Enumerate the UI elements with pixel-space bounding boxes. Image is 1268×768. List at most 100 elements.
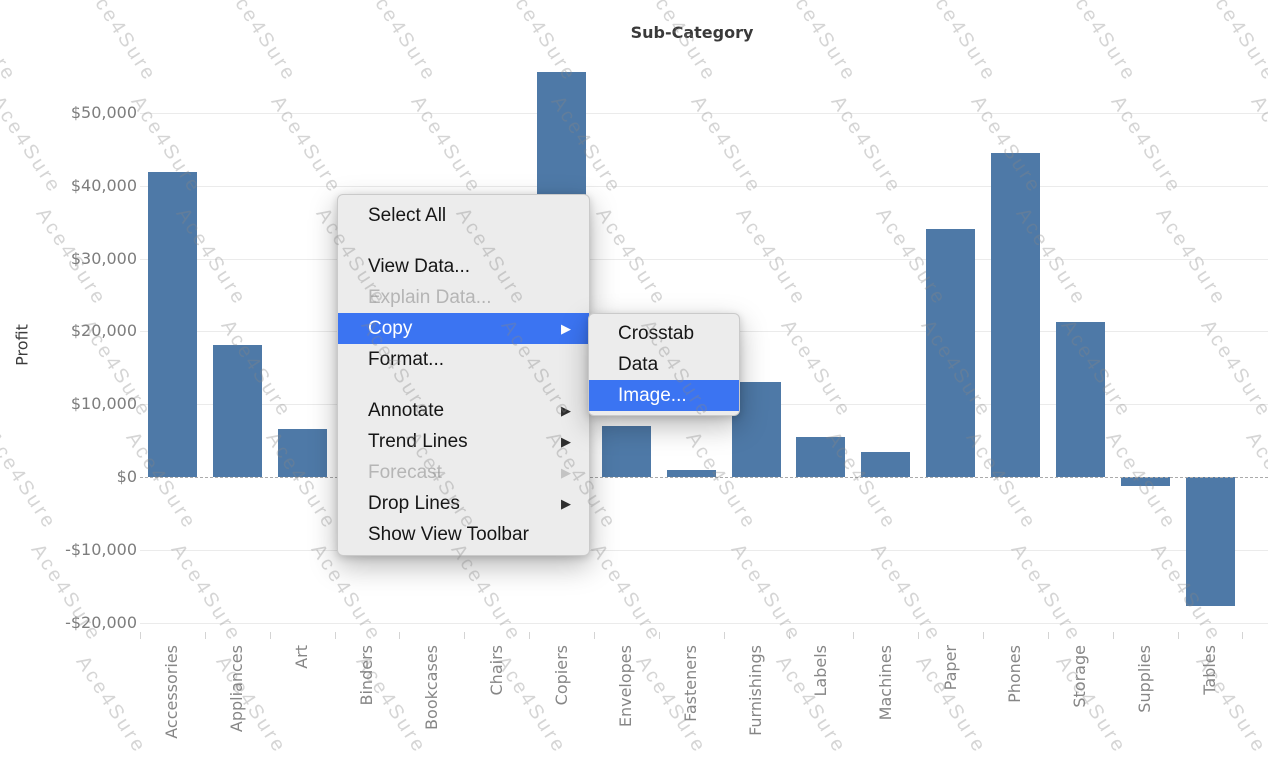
watermark-text: Ace4Sure xyxy=(731,204,811,310)
watermark-text: Ace4Sure xyxy=(536,764,616,768)
submenu-item-crosstab[interactable]: Crosstab xyxy=(589,318,739,349)
watermark-text: Ace4Sure xyxy=(1246,92,1268,198)
y-tick-label: -$10,000 xyxy=(65,539,137,559)
menu-item-label: Show View Toolbar xyxy=(368,523,529,545)
bar-labels[interactable] xyxy=(796,436,846,477)
x-label-appliances: Appliances xyxy=(227,645,247,733)
zero-gridline xyxy=(140,477,1268,478)
y-tick-label: $20,000 xyxy=(70,321,137,341)
submenu-arrow-icon: ▶ xyxy=(561,402,571,418)
menu-item-annotate[interactable]: Annotate ▶ xyxy=(338,395,589,426)
bar-art[interactable] xyxy=(277,429,327,477)
x-tick xyxy=(464,632,466,639)
x-tick xyxy=(1047,632,1049,639)
menu-item-label: Copy xyxy=(368,317,413,339)
menu-item-select-all[interactable]: Select All xyxy=(338,200,589,231)
y-tick-label: $10,000 xyxy=(70,394,137,414)
watermark-text: Ace4Sure xyxy=(641,0,721,86)
watermark-text: Ace4Sure xyxy=(211,652,291,758)
watermark-text: Ace4Sure xyxy=(921,0,1001,86)
x-tick xyxy=(204,632,206,639)
watermark-text: Ace4Sure xyxy=(1006,540,1086,646)
menu-item-drop-lines[interactable]: Drop Lines ▶ xyxy=(338,488,589,519)
x-tick xyxy=(593,632,595,639)
watermark-text: Ace4Sure xyxy=(1096,764,1176,768)
x-tick xyxy=(1242,632,1244,639)
x-label-phones: Phones xyxy=(1005,645,1025,703)
x-label-copiers: Copiers xyxy=(551,645,571,706)
y-tick-label: $0 xyxy=(116,467,137,486)
watermark-text: Ace4Sure xyxy=(1106,92,1186,198)
x-label-supplies: Supplies xyxy=(1135,645,1155,713)
bar-envelopes[interactable] xyxy=(601,426,651,477)
menu-item-copy[interactable]: Copy ▶ xyxy=(338,313,589,344)
menu-item-show-view-toolbar[interactable]: Show View Toolbar xyxy=(338,519,589,550)
submenu-item-data[interactable]: Data xyxy=(589,349,739,380)
x-label-binders: Binders xyxy=(356,645,376,706)
x-label-storage: Storage xyxy=(1070,645,1090,708)
x-label-labels: Labels xyxy=(810,645,830,697)
x-label-furnishings: Furnishings xyxy=(746,645,766,736)
watermark-text: Ace4Sure xyxy=(116,764,196,768)
bar-storage[interactable] xyxy=(1055,322,1105,477)
bar-supplies[interactable] xyxy=(1120,477,1170,486)
watermark-text: Ace4Sure xyxy=(866,540,946,646)
watermark-text: Ace4Sure xyxy=(266,92,346,198)
bar-fasteners[interactable] xyxy=(666,470,716,477)
submenu-arrow-icon: ▶ xyxy=(561,495,571,511)
menu-item-view-data[interactable]: View Data... xyxy=(338,251,589,282)
submenu-arrow-icon: ▶ xyxy=(561,320,571,336)
menu-item-forecast: Forecast ▶ xyxy=(338,457,589,488)
chart-title: Sub-Category xyxy=(630,23,754,42)
watermark-text: Ace4Sure xyxy=(676,764,756,768)
bar-paper[interactable] xyxy=(926,229,976,477)
x-tick xyxy=(529,632,531,639)
menu-item-label: View Data... xyxy=(368,255,471,277)
menu-item-label: Format... xyxy=(368,348,445,370)
watermark-text: Ace4Sure xyxy=(781,0,861,86)
watermark-text: Ace4Sure xyxy=(726,540,806,646)
bar-phones[interactable] xyxy=(990,152,1040,477)
menu-item-label: Forecast xyxy=(368,461,442,483)
menu-item-label: Trend Lines xyxy=(368,430,468,452)
x-tick xyxy=(269,632,271,639)
submenu-item-label: Crosstab xyxy=(618,322,695,344)
bar-machines[interactable] xyxy=(861,452,911,477)
menu-item-trend-lines[interactable]: Trend Lines ▶ xyxy=(338,426,589,457)
x-label-fasteners: Fasteners xyxy=(681,645,701,722)
watermark-text: Ace4Sure xyxy=(361,0,441,86)
watermark-text: Ace4Sure xyxy=(1236,764,1268,768)
y-tick-label: $30,000 xyxy=(70,248,137,268)
submenu-item-label: Data xyxy=(618,353,659,375)
submenu-item-image[interactable]: Image... xyxy=(589,380,739,411)
menu-item-explain-data: Explain Data... xyxy=(338,282,589,313)
x-tick xyxy=(399,632,401,639)
gridline xyxy=(140,622,1268,624)
x-tick xyxy=(723,632,725,639)
watermark-text: Ace4Sure xyxy=(1201,0,1268,86)
y-tick-label: $40,000 xyxy=(70,175,137,195)
bar-accessories[interactable] xyxy=(147,171,197,477)
submenu-arrow-icon: ▶ xyxy=(561,464,571,480)
x-tick xyxy=(1177,632,1179,639)
bar-appliances[interactable] xyxy=(212,344,262,477)
x-tick xyxy=(853,632,855,639)
x-label-paper: Paper xyxy=(940,645,960,691)
watermark-text: Ace4Sure xyxy=(406,92,486,198)
x-label-accessories: Accessories xyxy=(162,645,182,739)
menu-item-label: Annotate xyxy=(368,399,445,421)
watermark-text: Ace4Sure xyxy=(1151,204,1231,310)
watermark-text: Ace4Sure xyxy=(956,764,1036,768)
bar-tables[interactable] xyxy=(1185,477,1235,607)
watermark-text: Ace4Sure xyxy=(166,540,246,646)
watermark-text: Ace4Sure xyxy=(0,764,56,768)
watermark-text: Ace4Sure xyxy=(591,204,671,310)
menu-item-format[interactable]: Format... xyxy=(338,344,589,375)
gridline xyxy=(140,549,1268,551)
menu-item-label: Select All xyxy=(368,204,447,226)
x-tick xyxy=(334,632,336,639)
x-tick xyxy=(983,632,985,639)
gridline xyxy=(140,258,1268,260)
y-tick-label: -$20,000 xyxy=(65,612,137,632)
watermark-text: Ace4Sure xyxy=(1061,0,1141,86)
